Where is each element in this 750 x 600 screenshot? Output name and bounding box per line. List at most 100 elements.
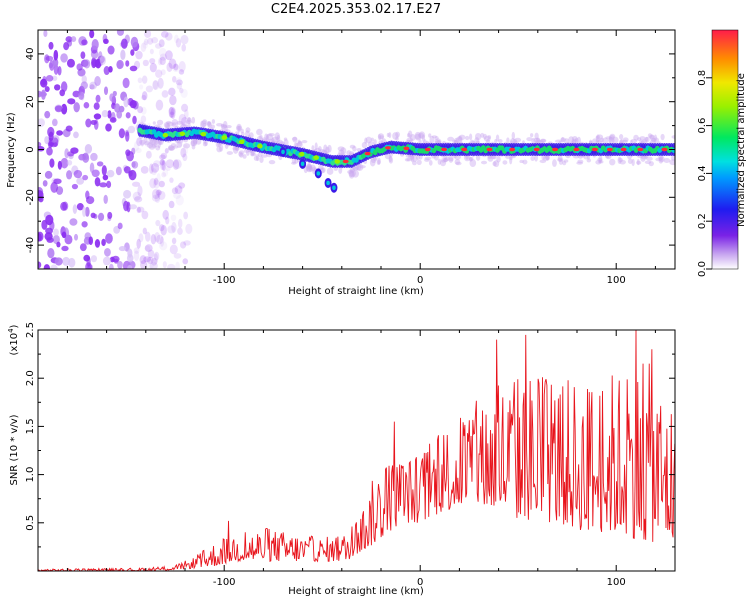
noise-blob	[123, 96, 129, 108]
halo-blob	[191, 116, 196, 124]
halo-blob	[235, 125, 243, 132]
noise-blob	[151, 37, 159, 44]
halo-blob	[653, 134, 658, 142]
halo-blob	[327, 144, 332, 153]
halo-blob	[651, 137, 657, 143]
halo-blob	[202, 123, 207, 127]
noise-blob	[183, 211, 189, 220]
ridge-peak	[424, 147, 431, 152]
halo-blob	[558, 159, 563, 165]
halo-blob	[295, 142, 299, 149]
noise-blob	[129, 204, 138, 210]
noise-blob	[50, 181, 58, 193]
halo-blob	[619, 134, 624, 140]
noise-blob	[175, 261, 180, 269]
ridge-peak	[179, 131, 186, 137]
noise-blob	[169, 177, 174, 183]
halo-blob	[191, 144, 196, 150]
noise-blob	[133, 141, 140, 151]
noise-blob	[76, 203, 84, 211]
noise-blob	[62, 256, 71, 266]
noise-blob	[159, 53, 167, 61]
halo-blob	[301, 140, 308, 144]
halo-blob	[455, 136, 463, 145]
halo-blob	[497, 139, 503, 144]
noise-blob	[153, 160, 161, 167]
colorbar-ticks: 0.0 0.2 0.4 0.6 0.8	[697, 70, 712, 277]
noise-blob	[157, 190, 166, 201]
noise-blob	[53, 178, 62, 185]
branch-core	[332, 185, 336, 190]
halo-blob	[379, 135, 384, 139]
noise-blob	[99, 182, 108, 188]
halo-blob	[445, 156, 450, 162]
noise-blob	[49, 158, 55, 168]
halo-blob	[395, 136, 399, 141]
ridge-peak	[486, 147, 493, 152]
y-tick-label: -20	[25, 189, 36, 205]
halo-blob	[314, 142, 318, 151]
noise-blob	[111, 255, 120, 263]
noise-blob	[69, 218, 78, 226]
halo-blob	[235, 131, 240, 135]
halo-blob	[238, 150, 245, 155]
halo-blob	[608, 136, 612, 144]
halo-blob	[271, 136, 279, 141]
noise-blob	[153, 177, 159, 186]
halo-blob	[469, 159, 477, 168]
ridge-core	[671, 147, 675, 153]
halo-blob	[671, 155, 675, 161]
noise-blob	[54, 105, 63, 113]
noise-blob	[45, 227, 54, 235]
noise-blob	[108, 263, 114, 269]
halo-blob	[220, 123, 225, 128]
halo-blob	[577, 136, 581, 145]
noise-blob	[73, 233, 79, 241]
halo-blob	[534, 132, 539, 140]
noise-blob	[178, 182, 186, 189]
halo-blob	[595, 135, 599, 140]
noise-blob	[160, 30, 169, 38]
noise-blob	[142, 227, 148, 235]
noise-blob	[89, 30, 95, 39]
halo-blob	[658, 156, 664, 164]
halo-blob	[599, 137, 604, 143]
noise-blob	[90, 152, 98, 162]
noise-blob	[142, 59, 149, 67]
noise-blob	[176, 82, 183, 90]
halo-blob	[608, 134, 615, 141]
halo-blob	[415, 155, 420, 160]
noise-blob	[94, 239, 101, 248]
halo-blob	[240, 128, 244, 134]
noise-blob	[151, 257, 158, 266]
noise-blob	[85, 118, 92, 128]
halo-blob	[509, 156, 513, 165]
noise-blob	[168, 200, 175, 209]
noise-blob	[63, 42, 70, 51]
noise-blob	[174, 185, 183, 195]
y-tick-label: 20	[25, 95, 36, 108]
halo-blob	[190, 138, 198, 147]
noise-blob	[149, 48, 154, 55]
noise-blob	[129, 99, 137, 109]
noise-blob	[152, 80, 159, 90]
halo-blob	[349, 144, 356, 149]
halo-blob	[149, 139, 157, 146]
noise-blob	[172, 63, 180, 73]
halo-blob	[297, 141, 303, 148]
halo-blob	[167, 145, 175, 152]
noise-blob	[44, 136, 50, 145]
noise-blob	[139, 255, 147, 265]
halo-blob	[529, 133, 534, 138]
noise-blob	[73, 131, 79, 139]
noise-blob	[149, 163, 154, 174]
noise-blob	[53, 49, 59, 61]
ridge-peak	[342, 159, 349, 164]
noise-blob	[171, 237, 177, 245]
ridge-peak	[573, 147, 580, 152]
halo-blob	[245, 127, 251, 133]
halo-blob	[240, 131, 245, 137]
branch-core	[300, 161, 305, 167]
halo-blob	[622, 137, 629, 142]
noise-blob	[50, 264, 58, 269]
